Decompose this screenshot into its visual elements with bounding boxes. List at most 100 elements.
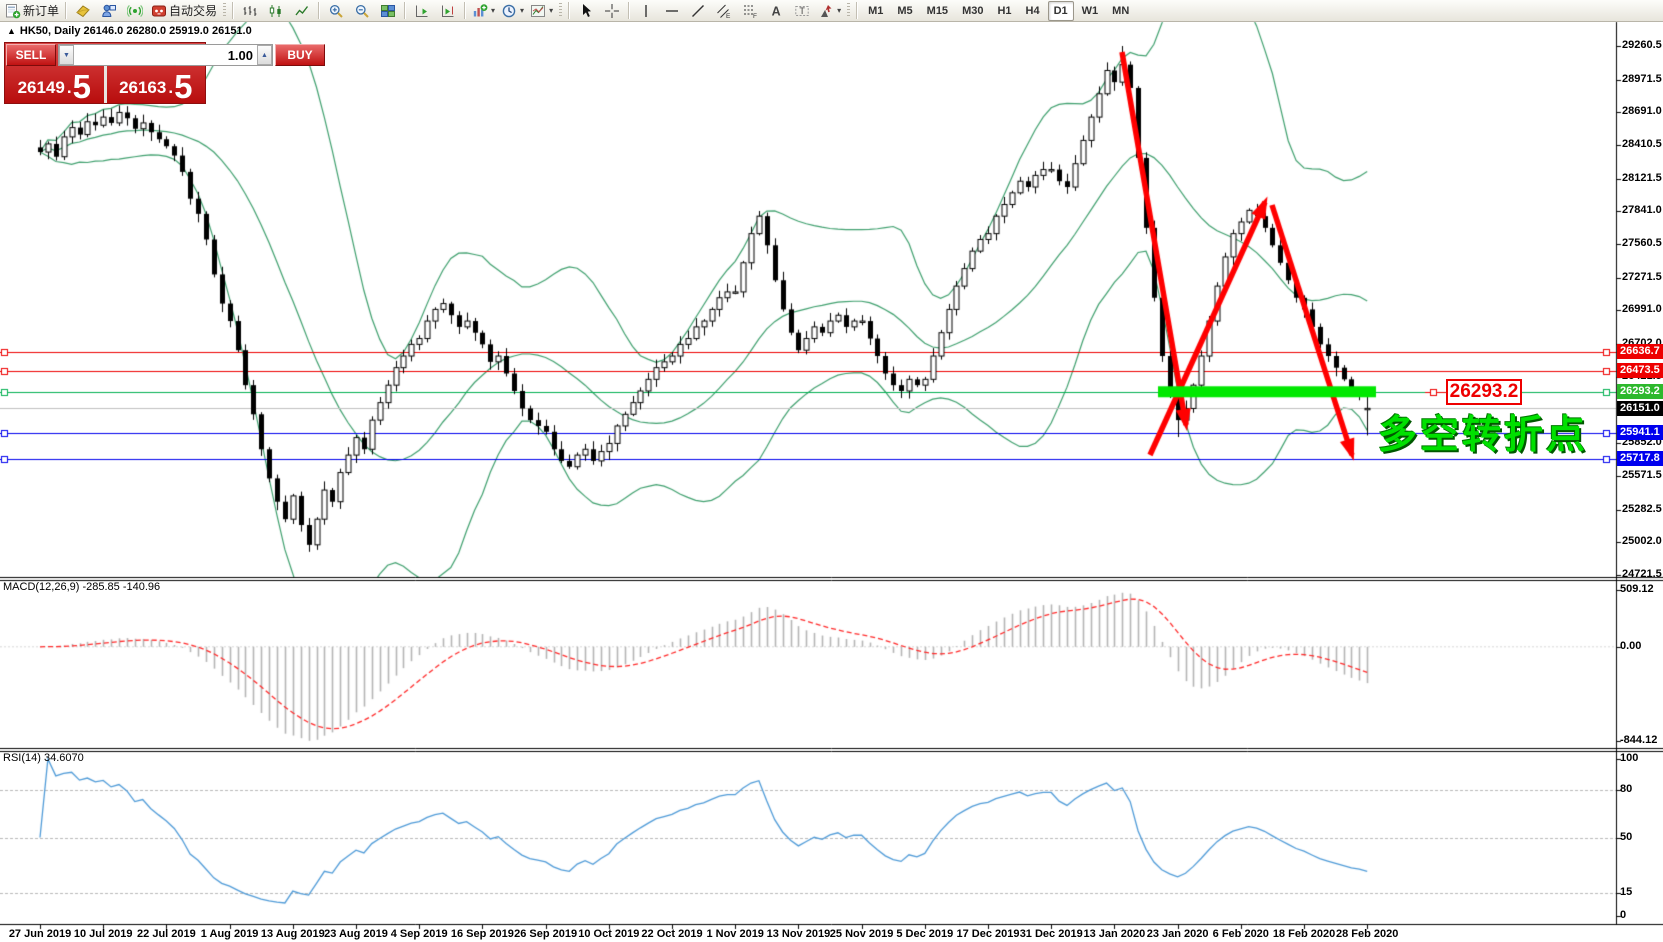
templates-icon [530,3,546,19]
chart-title-text: HK50, Daily 26146.0 26280.0 25919.0 2615… [19,25,252,37]
one-click-trading-panel: SELL ▼ ▲ BUY 26149.5 26163.5 [4,42,325,104]
data-window-icon [101,3,117,19]
new-order-icon [5,3,21,19]
rsi-tick-label: 100 [1620,751,1639,764]
text-button[interactable]: A [763,0,789,22]
date-label: 13 Jan 2020 [1083,928,1146,940]
price-tick-label: 28121.5 [1622,171,1662,184]
chart-shift-button[interactable] [435,0,461,22]
trade-panel-divider [103,66,107,103]
vertical-line-button[interactable] [633,0,659,22]
toolbar: 新订单 自动交易 ▾ ▾ ▾ E F A T ▾ M1 M5 M15 M30 H1 H4 D1 W1 MN [0,0,1663,22]
timeframe-m30[interactable]: M30 [962,4,984,17]
timeframe-mn[interactable]: MN [1112,4,1130,17]
svg-text:A: A [772,4,781,18]
volume-decrease-button[interactable]: ▼ [59,45,74,65]
trade-panel-prices: 26149. 5 26163. 5 [5,66,205,103]
autotrading-button-label: 自动交易 [169,4,218,18]
toolbar-drag-handle [847,3,851,18]
templates-button[interactable]: ▾ [527,0,556,22]
date-label: 16 Sep 2019 [450,928,514,940]
text-label-button[interactable]: T [789,0,815,22]
trade-panel-controls: SELL ▼ ▲ BUY [5,43,325,66]
candles-icon [268,3,284,19]
price-tick-label: 27560.5 [1622,237,1662,250]
crosshair-button[interactable] [599,0,625,22]
candlestick-chart-button[interactable] [263,0,289,22]
toolbar-separator [568,2,571,19]
price-tick-label: 25002.0 [1622,535,1662,548]
price-badge: 26473.5 [1617,363,1663,379]
fibonacci-button[interactable]: F [737,0,763,22]
dropdown-arrow-icon: ▾ [520,6,525,15]
dropdown-arrow-icon: ▾ [491,6,496,15]
toolbar-separator [628,2,631,19]
indicators-icon [472,3,488,19]
line-chart-button[interactable] [289,0,315,22]
cursor-icon [578,3,594,19]
cursor-button[interactable] [573,0,599,22]
price-badge: 26151.0 [1617,400,1663,416]
timeframe-m1[interactable]: M1 [868,4,884,17]
horizontal-line-button[interactable] [659,0,685,22]
date-label: 13 Aug 2019 [260,928,325,940]
timeframe-h4[interactable]: H4 [1025,4,1040,17]
trendline-button[interactable] [685,0,711,22]
price-badge: 25941.1 [1617,425,1663,441]
timeframe-w1[interactable]: W1 [1081,4,1099,17]
date-label: 27 Jun 2019 [8,928,72,940]
timeframe-m5[interactable]: M5 [897,4,913,17]
new-order-button[interactable]: 新订单 [2,0,62,22]
buy-price-frac: 5 [174,67,193,105]
periods-button[interactable]: ▾ [498,0,527,22]
price-tick-label: 25282.5 [1622,502,1662,515]
timeframe-m15[interactable]: M15 [926,4,949,17]
signals-button[interactable] [122,0,148,22]
dropdown-arrow-icon: ▾ [549,6,554,15]
autotrading-button[interactable]: 自动交易 [148,0,220,22]
sell-price[interactable]: 26149. 5 [5,66,104,103]
equidistant-channel-button[interactable]: E [711,0,737,22]
channel-icon: E [716,3,732,19]
indicators-button[interactable]: ▾ [469,0,498,22]
price-tick-label: 29260.5 [1622,38,1662,51]
tile-windows-button[interactable] [375,0,401,22]
zoom-in-icon [328,3,344,19]
zoom-in-button[interactable] [323,0,349,22]
toolbar-separator [65,2,68,19]
price-badge: 26636.7 [1617,344,1663,360]
toolbar-drag-handle [223,3,227,18]
price-tick-label: 27271.5 [1622,270,1662,283]
arrows-icon [818,3,834,19]
volume-increase-button[interactable]: ▲ [257,45,272,65]
buy-button[interactable]: BUY [275,44,325,66]
date-label: 1 Aug 2019 [200,928,259,940]
price-tick-label: 24721.5 [1622,567,1662,580]
price-annotation-label[interactable]: 26293.2 [1446,379,1522,405]
buy-price-dot: . [168,78,174,97]
auto-scroll-button[interactable] [409,0,435,22]
volume-input[interactable] [74,45,257,65]
buy-price[interactable]: 26163. 5 [107,66,206,103]
rsi-tick-label: 50 [1620,830,1633,843]
zoom-out-button[interactable] [349,0,375,22]
sell-button[interactable]: SELL [6,44,56,66]
toolbar-separator [404,2,407,19]
timeframe-d1[interactable]: D1 [1047,0,1074,21]
price-badge: 26293.2 [1617,384,1663,400]
rsi-tick-label: 15 [1620,885,1633,898]
annotation-note-text[interactable]: 多空转折点 [1378,414,1589,457]
macd-tick-label: -844.12 [1620,734,1658,747]
sell-price-frac: 5 [72,67,91,105]
data-window-button[interactable] [96,0,122,22]
symbol-marker-icon[interactable]: ▲ [7,26,16,36]
timeframe-h1[interactable]: H1 [997,4,1012,17]
price-badge: 25717.8 [1617,451,1663,467]
date-label: 6 Feb 2020 [1212,928,1269,940]
price-tick-label: 28971.5 [1622,72,1662,85]
metaeditor-button[interactable] [70,0,96,22]
arrows-button[interactable]: ▾ [815,0,844,22]
bar-chart-button[interactable] [237,0,263,22]
toolbar-separator [464,2,467,19]
